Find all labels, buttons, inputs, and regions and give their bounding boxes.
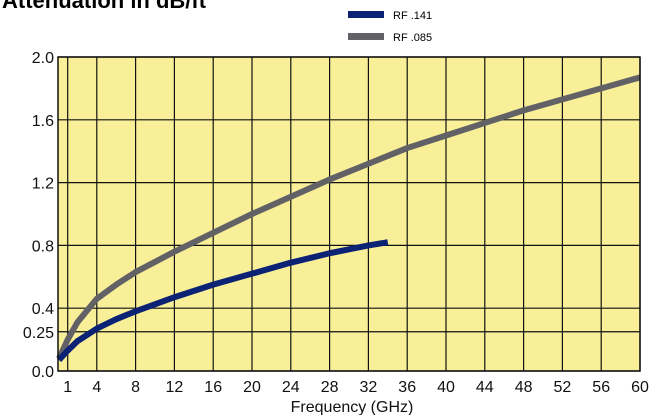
y-tick-label-1: 0.25	[23, 325, 54, 342]
x-tick-label-10: 40	[437, 379, 455, 396]
y-tick-label-6: 2.0	[32, 50, 54, 67]
plot-frame	[57, 56, 641, 372]
y-tick-label-5: 1.6	[32, 113, 54, 130]
x-tick-label-15: 60	[631, 379, 649, 396]
chart-title: Attenuation in dB/ft	[2, 0, 207, 13]
x-tick-label-9: 36	[398, 379, 416, 396]
x-tick-label-6: 24	[282, 379, 300, 396]
x-tick-label-11: 44	[476, 379, 494, 396]
y-axis-ticks: 0.0 0.25 0.4 0.8 1.2 1.6 2.0	[23, 50, 54, 381]
legend-label-0: RF .141	[393, 10, 432, 22]
y-tick-label-4: 1.2	[32, 176, 54, 193]
grid	[58, 56, 641, 372]
legend: RF .141 RF .085	[348, 10, 432, 44]
legend-swatch-0	[348, 11, 384, 18]
x-tick-label-2: 8	[131, 379, 140, 396]
x-tick-label-5: 20	[243, 379, 261, 396]
series-line-0	[56, 239, 389, 363]
x-tick-label-4: 16	[204, 379, 222, 396]
x-tick-label-1: 4	[92, 379, 101, 396]
x-tick-label-0: 1	[63, 379, 72, 396]
x-tick-label-13: 52	[554, 379, 572, 396]
x-axis-title: Frequency (GHz)	[291, 399, 414, 415]
plot-background	[58, 57, 640, 371]
y-tick-label-0: 0.0	[32, 364, 54, 381]
series-line-1	[56, 74, 641, 360]
x-tick-label-3: 12	[166, 379, 184, 396]
legend-swatch-1	[348, 33, 384, 40]
y-tick-label-2: 0.4	[32, 301, 54, 318]
x-axis-ticks: 1 4 8 12 16 20 24 28 32 36 40 44 48 52 56 60	[63, 379, 649, 396]
series-layer	[56, 74, 641, 363]
legend-label-1: RF .085	[393, 32, 432, 44]
x-tick-label-7: 28	[321, 379, 339, 396]
x-tick-label-12: 48	[515, 379, 533, 396]
x-tick-label-8: 32	[360, 379, 378, 396]
y-tick-label-3: 0.8	[32, 238, 54, 255]
x-tick-label-14: 56	[592, 379, 610, 396]
